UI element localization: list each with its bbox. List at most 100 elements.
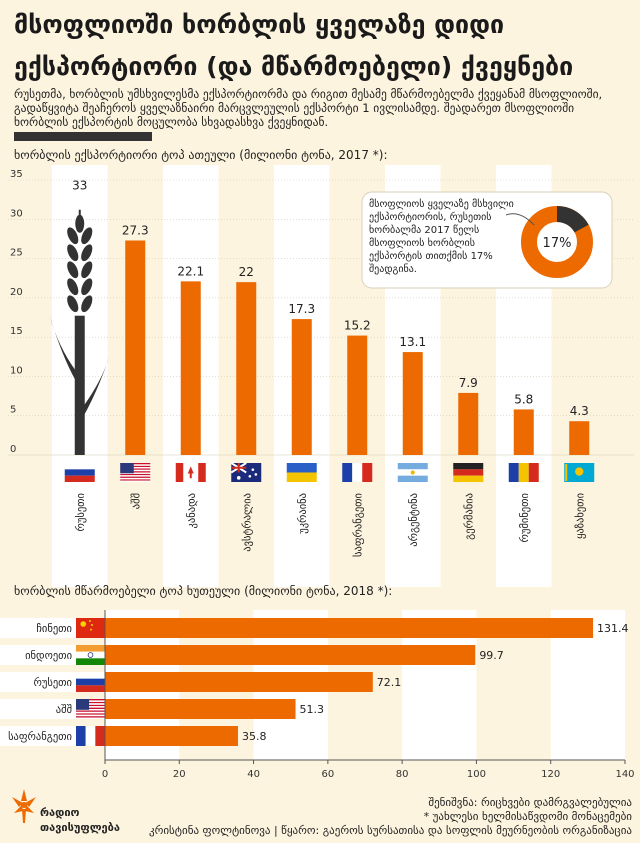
wheat-leaf [83, 355, 110, 416]
row-label-box [0, 699, 76, 719]
wheat-grain [75, 214, 85, 233]
callout-arrow [505, 213, 535, 226]
credits-source: კრისტინა ფოლტინოვა | წყარო: გაეროს სურსა… [149, 824, 632, 837]
flag-kazakhstan-icon [564, 463, 595, 482]
x-tick-label: 140 [615, 769, 634, 780]
logo-line-2: თავისუფლება [40, 821, 120, 834]
hbar-france [105, 726, 238, 746]
radio-liberty-logo-icon [12, 789, 36, 823]
value-label-russia: 33 [72, 179, 87, 193]
flag-india-icon [76, 645, 105, 665]
x-tick-label: 100 [467, 769, 486, 780]
hbar-russia [105, 672, 373, 692]
x-tick-label: 80 [396, 769, 409, 780]
row-label-box [0, 618, 76, 638]
row-label-france: საფრანგეთი [8, 731, 72, 743]
flag-germany-icon [453, 463, 484, 482]
category-label-france: საფრანგეთი [352, 493, 364, 557]
flag-australia-icon [230, 462, 262, 482]
hbar-value-india: 99.7 [479, 649, 504, 662]
wheat-grain [81, 295, 93, 313]
hbar-value-russia: 72.1 [377, 676, 402, 689]
row-label-china: ჩინეთი [36, 623, 72, 635]
wheat-grain [81, 244, 93, 262]
row-label-box [0, 726, 76, 746]
bar-france [347, 335, 368, 455]
flag-canada-icon [175, 463, 206, 482]
category-label-usa: აშშ [130, 493, 142, 509]
value-label-usa: 27.3 [122, 224, 149, 238]
bar-germany [458, 392, 479, 455]
y-tick-label: 10 [10, 365, 23, 376]
donut-label: 17% [543, 236, 572, 251]
row-label-box [0, 672, 76, 692]
x-tick-label: 60 [321, 769, 334, 780]
export-subtitle: ხორბლის ექსპორტიორი ტოპ ათეული (მილიონი … [14, 148, 388, 162]
note-latest-data: * უახლესი ხელმისაწვდომი მონაცემები [423, 810, 632, 823]
flag-russia-icon [76, 672, 105, 692]
category-label-kazakhstan: ყაზახეთი [574, 493, 586, 539]
value-label-canada: 22.1 [177, 264, 204, 278]
wheat-stem [74, 315, 85, 455]
russia-callout-text: მსოფლიოს ყველაზე მსხვილი ექსპორტიორის, რ… [369, 199, 514, 275]
y-tick-label: 35 [10, 169, 23, 180]
category-label-germany: გერმანია [463, 493, 475, 540]
flag-argentina-icon [397, 463, 428, 482]
category-label-romania: რუმინეთი [519, 493, 531, 542]
hbar-value-france: 35.8 [242, 730, 267, 743]
production-subtitle: ხორბლის მწარმოებელი ტოპ ხუთეული (მილიონი… [14, 584, 393, 598]
hbar-value-usa: 51.3 [300, 703, 325, 716]
value-label-france: 15.2 [344, 319, 371, 333]
title-line-2: ექსპორტიორი (და მწარმოებელი) ქვეყნები [14, 52, 574, 81]
hbar-india [105, 645, 476, 665]
note-rounding: შენიშვნა: რიცხვები დამრგვალებულია [428, 796, 632, 809]
page-title: მსოფლიოში ხორბლის ყველაზე დიდი ექსპორტიო… [14, 4, 634, 88]
category-label-ukraine: უკრაინა [297, 493, 309, 534]
category-label-canada: კანადა [186, 493, 198, 528]
hbar-usa [105, 699, 296, 719]
bar-usa [125, 240, 146, 455]
bar-ukraine [291, 319, 312, 455]
flag-usa-icon [76, 699, 105, 719]
category-label-australia: ავსტრალია [241, 493, 253, 552]
wheat-leaf [49, 315, 76, 381]
value-label-germany: 7.9 [459, 376, 478, 390]
flag-france-icon [76, 726, 105, 746]
production-chart: ჩინეთი 131.4 ინდოეთი 99.7 რუსეთი 72.1 აშშ 51.3 ს… [0, 610, 635, 780]
row-label-india: ინდოეთი [25, 650, 72, 662]
wheat-grain [67, 295, 79, 313]
title-rule [14, 132, 152, 141]
value-label-australia: 22 [239, 265, 254, 279]
export-chart: 0 5 10 15 20 25 30 35 33 27.3 22.1 22 17.3 15.2 13.1 7… [8, 165, 634, 587]
flag-russia-icon [64, 463, 95, 482]
intro-text: რუსეთმა, ხორბლის უმსხვილესმა ექსპორტიორმ… [14, 87, 603, 129]
bar-australia [236, 282, 257, 455]
y-tick-label: 15 [10, 326, 23, 337]
y-tick-label: 0 [10, 444, 16, 455]
title-line-1: მსოფლიოში ხორბლის ყველაზე დიდი [14, 10, 505, 39]
bar-russia-wheat [49, 209, 110, 455]
wheat-grain [67, 278, 79, 296]
wheat-grain [81, 227, 93, 245]
wheat-grain [81, 261, 93, 279]
y-tick-label: 30 [10, 208, 23, 219]
x-tick-label: 0 [102, 769, 108, 780]
value-label-kazakhstan: 4.3 [570, 404, 589, 418]
value-label-ukraine: 17.3 [288, 302, 315, 316]
y-tick-label: 25 [10, 248, 23, 259]
hbar-value-china: 131.4 [597, 622, 629, 635]
flag-usa-icon [120, 463, 151, 482]
bar-kazakhstan [569, 421, 590, 455]
y-tick-label: 5 [10, 405, 16, 416]
logo-line-1: რადიო [40, 806, 80, 819]
category-label-argentina: არგენტინა [408, 493, 420, 547]
y-tick-label: 20 [10, 287, 23, 298]
flag-ukraine-icon [286, 463, 317, 482]
x-tick-label: 40 [247, 769, 260, 780]
wheat-grain [67, 244, 79, 262]
row-label-russia: რუსეთი [33, 677, 72, 689]
x-tick-label: 20 [173, 769, 186, 780]
value-label-argentina: 13.1 [399, 335, 426, 349]
value-label-romania: 5.8 [514, 392, 533, 406]
wheat-grain [81, 278, 93, 296]
